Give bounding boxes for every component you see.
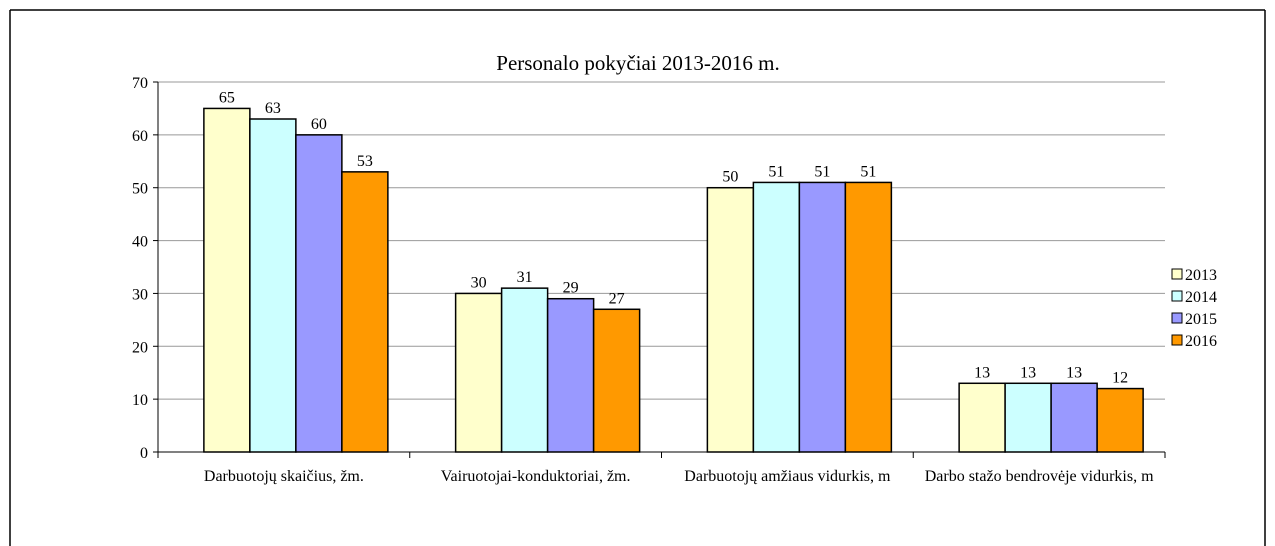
- bar: [249, 118, 297, 453]
- y-tick-label: 50: [132, 181, 148, 198]
- bar: [295, 134, 343, 453]
- bar: [798, 181, 847, 453]
- data-label: 13: [1066, 364, 1082, 381]
- y-tick-label: 60: [132, 128, 148, 145]
- legend-label: 2013: [1185, 267, 1217, 284]
- data-label: 12: [1112, 370, 1128, 387]
- legend-swatch: [1171, 290, 1183, 302]
- bar: [546, 297, 595, 453]
- bar: [706, 186, 755, 453]
- bar: [592, 308, 641, 453]
- data-label: 60: [311, 116, 327, 133]
- bar: [752, 181, 801, 453]
- data-label: 27: [609, 290, 625, 307]
- data-label: 51: [814, 163, 830, 180]
- bar: [1004, 382, 1052, 453]
- data-label: 51: [860, 163, 876, 180]
- legend-label: 2016: [1185, 333, 1217, 350]
- x-tick-label: Darbuotojų skaičius, žm.: [203, 468, 364, 485]
- chart-title: Personalo pokyčiai 2013-2016 m.: [496, 51, 779, 75]
- y-tick-label: 70: [132, 75, 148, 92]
- y-tick-label: 40: [132, 234, 148, 251]
- data-label: 13: [974, 364, 990, 381]
- bar: [1096, 387, 1144, 453]
- data-label: 50: [722, 169, 738, 186]
- legend-swatch: [1171, 334, 1183, 346]
- legend-label: 2015: [1185, 311, 1217, 328]
- y-tick-label: 20: [132, 339, 148, 356]
- data-label: 65: [219, 89, 235, 106]
- bar: [341, 171, 389, 453]
- bar: [500, 287, 549, 453]
- y-tick-label: 10: [132, 392, 148, 409]
- data-label: 13: [1020, 364, 1036, 381]
- bar: [844, 181, 893, 453]
- legend-swatch: [1171, 312, 1183, 324]
- bar: [958, 382, 1006, 453]
- data-label: 63: [265, 100, 281, 117]
- legend-label: 2014: [1185, 289, 1217, 306]
- data-label: 29: [563, 280, 579, 297]
- y-tick-label: 0: [140, 445, 148, 462]
- x-tick-label: Darbo stažo bendrovėje vidurkis, m: [924, 468, 1154, 485]
- data-label: 53: [357, 153, 373, 170]
- bar: [203, 107, 251, 453]
- data-label: 30: [471, 274, 487, 291]
- bar: [454, 292, 503, 453]
- y-tick-label: 30: [132, 286, 148, 303]
- data-label: 31: [517, 269, 533, 286]
- x-tick-label: Vairuotojai-konduktoriai, žm.: [440, 468, 631, 485]
- bar: [1050, 382, 1098, 453]
- x-tick-label: Darbuotojų amžiaus vidurkis, m: [684, 468, 891, 485]
- legend-swatch: [1171, 268, 1183, 280]
- data-label: 51: [768, 163, 784, 180]
